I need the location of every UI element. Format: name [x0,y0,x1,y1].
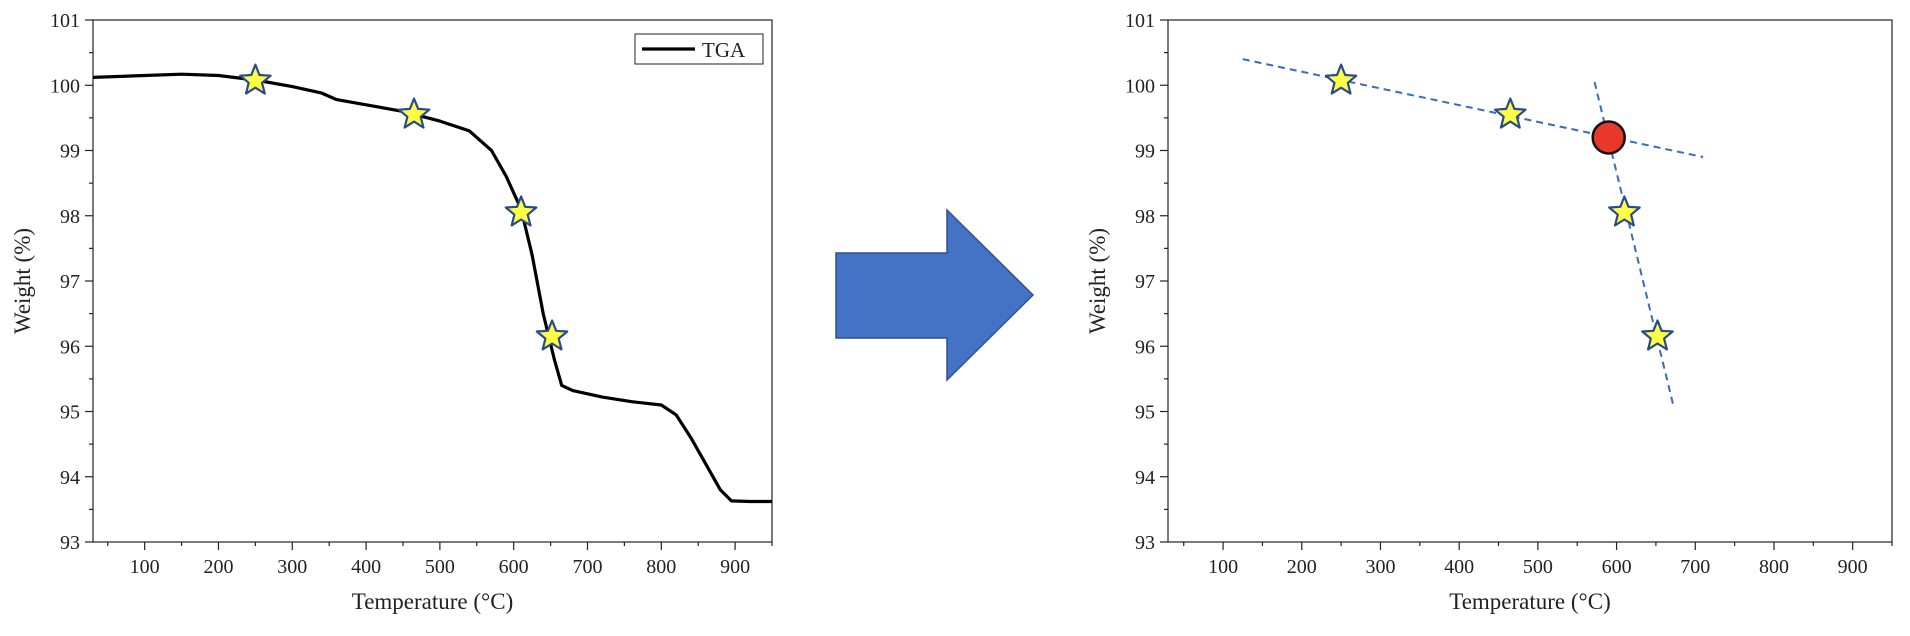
y-tick-label: 96 [1135,336,1155,358]
x-tick-label: 500 [1523,556,1553,578]
x-tick-label: 100 [130,556,160,578]
tga-curve-panel: 100 200 300 400 500 600 700 800 900 93 94 95 96 97 98 9… [10,10,773,614]
star-marker [1641,319,1674,351]
plot-frame [1167,19,1893,543]
x-tick-label: 300 [277,556,307,578]
y-tick-label: 97 [60,271,80,293]
x-tick-label: 900 [1838,556,1868,578]
y-tick-label: 100 [1125,75,1155,97]
y-tick-label: 96 [60,336,80,358]
plot-frame [92,19,773,543]
tangent-line [1242,58,1704,159]
y-tick-label: 93 [60,532,80,554]
x-tick-label: 700 [1680,556,1710,578]
legend: TGA [634,33,764,65]
y-tick-label: 94 [1135,467,1155,489]
star-marker [239,63,272,95]
x-tick-label: 800 [1759,556,1789,578]
y-tick-label: 93 [1135,532,1155,554]
arrow-shape [835,208,1035,382]
x-tick-label: 900 [720,556,750,578]
legend-label-tga: TGA [702,38,746,62]
x-tick-label: 300 [1365,556,1395,578]
x-tick-label: 400 [351,556,381,578]
x-tick-label: 600 [499,556,529,578]
tangent-onset-panel: 100 200 300 400 500 600 700 800 900 93 94 95 96 97 98 9… [1085,10,1893,614]
y-tick-label: 94 [60,467,80,489]
y-tick-label: 98 [60,206,80,228]
tga-series-line [92,72,772,504]
y-tick-label: 95 [1135,402,1155,424]
y-tick-label: 99 [60,141,80,163]
y-tick-label: 101 [50,10,80,32]
star-marker [1324,63,1358,95]
x-tick-label: 200 [203,556,233,578]
star-marker [1493,97,1527,129]
x-tick-label: 700 [572,556,602,578]
right-arrow-icon [835,208,1035,382]
x-axis-title: Temperature (°C) [352,589,513,614]
y-axis-title: Weight (%) [1085,228,1110,334]
star-marker [504,195,538,227]
star-marker [397,97,431,129]
x-tick-label: 800 [646,556,676,578]
y-tick-label: 98 [1135,206,1155,228]
tangent-line [1593,81,1675,406]
x-tick-label: 600 [1602,556,1632,578]
x-tick-label: 200 [1287,556,1317,578]
onset-intersection-marker [1591,120,1626,155]
star-marker [1608,195,1641,227]
y-tick-label: 97 [1135,271,1155,293]
x-tick-label: 100 [1208,556,1238,578]
x-tick-label: 500 [425,556,455,578]
y-tick-label: 99 [1135,141,1155,163]
x-tick-label: 400 [1444,556,1474,578]
y-tick-label: 95 [60,402,80,424]
star-marker [535,319,569,351]
y-tick-label: 100 [50,75,80,97]
x-axis-title: Temperature (°C) [1449,589,1610,614]
y-axis-title: Weight (%) [10,228,35,334]
y-tick-label: 101 [1125,10,1155,32]
